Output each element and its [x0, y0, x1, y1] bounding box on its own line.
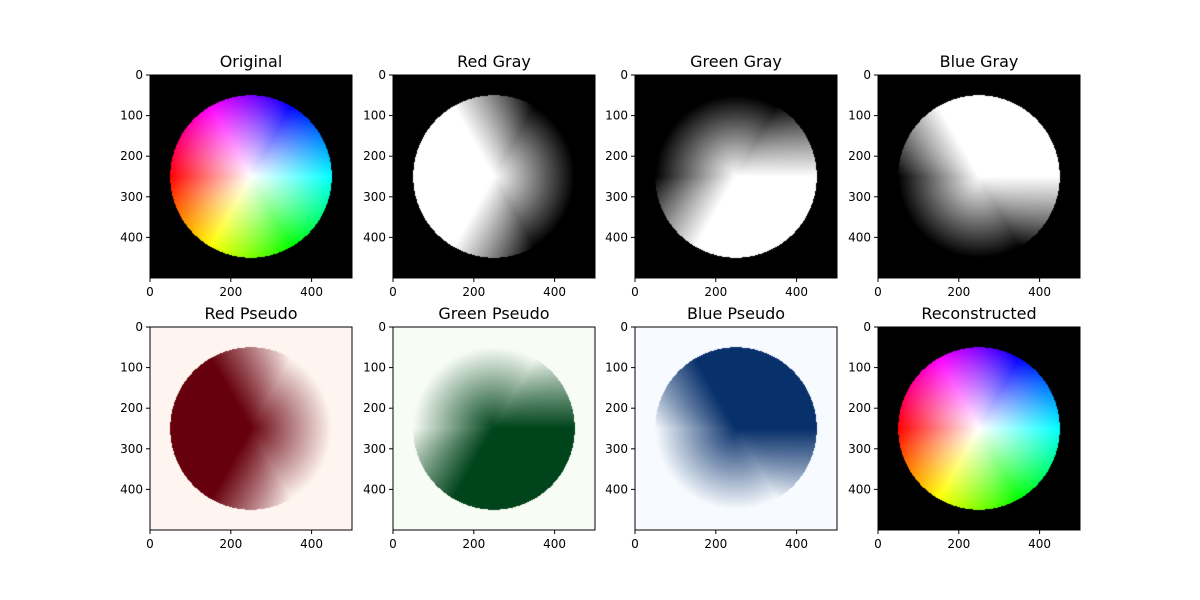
- y-tick-label: 200: [848, 401, 871, 415]
- y-tick-label: 400: [605, 482, 628, 496]
- panel-blue-pseudo: Blue Pseudo 0 200 400 0 100 200 300 400: [605, 304, 838, 551]
- y-tick-label: 100: [605, 361, 628, 375]
- x-tick-label: 400: [785, 537, 808, 551]
- y-tick-label: 200: [120, 149, 143, 163]
- y-tick-label: 300: [605, 190, 628, 204]
- heatmap-image: [150, 327, 352, 530]
- y-tick-label: 200: [605, 149, 628, 163]
- panel-original: Original 0 200 400 0 100 200 300 400: [120, 52, 353, 299]
- y-tick-label: 200: [363, 149, 386, 163]
- y-tick-label: 100: [363, 109, 386, 123]
- x-tick-label: 0: [631, 537, 639, 551]
- x-tick-label: 200: [219, 537, 242, 551]
- axes-frame: [877, 326, 1081, 531]
- y-tick-label: 400: [120, 482, 143, 496]
- panel-blue-gray: Blue Gray 0 200 400 0 100 200 300 400: [848, 52, 1081, 299]
- y-tick-label: 300: [363, 442, 386, 456]
- x-tick-label: 0: [874, 537, 882, 551]
- heatmap-image: [635, 75, 837, 278]
- x-tick-label: 400: [785, 285, 808, 299]
- x-tick-label: 200: [947, 537, 970, 551]
- y-tick-label: 300: [363, 190, 386, 204]
- y-tick-label: 0: [378, 68, 386, 82]
- panel-reconstructed: Reconstructed 0 200 400 0 100 200 300 400: [848, 304, 1081, 551]
- axes-frame: [634, 326, 838, 531]
- x-tick-label: 200: [462, 537, 485, 551]
- heatmap-image: [878, 75, 1080, 278]
- heatmap-image: [393, 75, 595, 278]
- axes-frame: [149, 74, 353, 279]
- y-tick-label: 0: [135, 320, 143, 334]
- y-tick-label: 300: [848, 442, 871, 456]
- x-tick-label: 200: [462, 285, 485, 299]
- y-tick-label: 300: [120, 442, 143, 456]
- y-tick-label: 400: [605, 230, 628, 244]
- y-tick-label: 400: [848, 230, 871, 244]
- axes-frame: [634, 74, 838, 279]
- x-tick-label: 200: [704, 537, 727, 551]
- panel-title: Blue Gray: [940, 52, 1019, 71]
- y-tick-label: 100: [120, 109, 143, 123]
- panel-red-pseudo: Red Pseudo 0 200 400 0 100 200 300 400: [120, 304, 353, 551]
- x-tick-label: 400: [543, 285, 566, 299]
- y-tick-label: 400: [848, 482, 871, 496]
- y-tick-label: 400: [363, 482, 386, 496]
- y-tick-label: 100: [363, 361, 386, 375]
- heatmap-image: [635, 327, 837, 530]
- y-tick-label: 0: [135, 68, 143, 82]
- y-tick-label: 300: [120, 190, 143, 204]
- x-tick-label: 400: [543, 537, 566, 551]
- y-tick-label: 300: [605, 442, 628, 456]
- panel-red-gray: Red Gray 0 200 400 0 100 200 300 400: [363, 52, 596, 299]
- y-tick-label: 100: [605, 109, 628, 123]
- panel-green-gray: Green Gray 0 200 400 0 100 200 300 400: [605, 52, 838, 299]
- panel-green-pseudo: Green Pseudo 0 200 400 0 100 200 300 400: [363, 304, 596, 551]
- panel-title: Blue Pseudo: [687, 304, 785, 323]
- y-tick-label: 0: [620, 320, 628, 334]
- y-tick-label: 200: [120, 401, 143, 415]
- y-tick-label: 400: [363, 230, 386, 244]
- x-tick-label: 200: [219, 285, 242, 299]
- x-tick-label: 400: [1028, 537, 1051, 551]
- y-tick-label: 400: [120, 230, 143, 244]
- x-tick-label: 0: [631, 285, 639, 299]
- axes-frame: [392, 74, 596, 279]
- heatmap-image: [393, 327, 595, 530]
- panel-title: Red Pseudo: [204, 304, 297, 323]
- heatmap-image: [150, 75, 352, 278]
- y-tick-label: 0: [378, 320, 386, 334]
- y-tick-label: 100: [848, 109, 871, 123]
- axes-frame: [149, 326, 353, 531]
- x-tick-label: 0: [389, 285, 397, 299]
- heatmap-image: [878, 327, 1080, 530]
- x-tick-label: 200: [704, 285, 727, 299]
- y-tick-label: 0: [863, 320, 871, 334]
- panel-title: Green Pseudo: [438, 304, 549, 323]
- x-tick-label: 400: [300, 537, 323, 551]
- x-tick-label: 200: [947, 285, 970, 299]
- panel-title: Red Gray: [457, 52, 531, 71]
- y-tick-label: 300: [848, 190, 871, 204]
- panel-title: Green Gray: [690, 52, 782, 71]
- x-tick-label: 0: [146, 537, 154, 551]
- y-tick-label: 200: [363, 401, 386, 415]
- x-tick-label: 400: [1028, 285, 1051, 299]
- y-tick-label: 0: [863, 68, 871, 82]
- panel-title: Original: [220, 52, 283, 71]
- y-tick-label: 200: [605, 401, 628, 415]
- y-tick-label: 0: [620, 68, 628, 82]
- x-tick-label: 0: [389, 537, 397, 551]
- x-tick-label: 0: [874, 285, 882, 299]
- panel-title: Reconstructed: [921, 304, 1036, 323]
- x-tick-label: 0: [146, 285, 154, 299]
- x-tick-label: 400: [300, 285, 323, 299]
- axes-frame: [392, 326, 596, 531]
- y-tick-label: 100: [848, 361, 871, 375]
- y-tick-label: 200: [848, 149, 871, 163]
- axes-frame: [877, 74, 1081, 279]
- y-tick-label: 100: [120, 361, 143, 375]
